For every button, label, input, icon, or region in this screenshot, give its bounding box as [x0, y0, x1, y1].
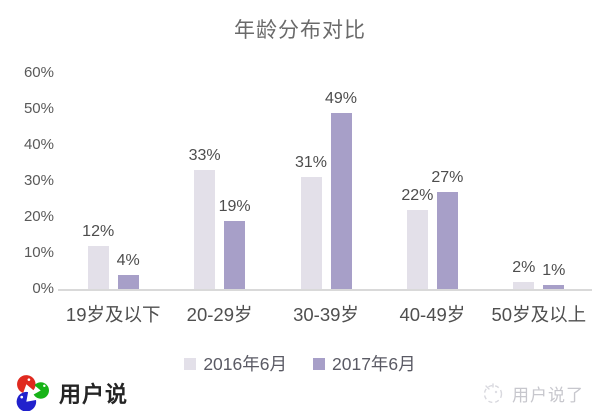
x-axis-category-label: 20-29岁	[186, 304, 253, 325]
bar-value-label: 2%	[512, 258, 536, 276]
brand-logo-text: 用户说	[59, 381, 129, 407]
bar-value-label: 22%	[401, 186, 434, 204]
legend-item-2017年6月: 2017年6月	[313, 351, 416, 376]
legend-item-2016年6月: 2016年6月	[184, 351, 287, 376]
legend-swatch	[313, 357, 325, 370]
bar-2017年6月-19岁及以下	[117, 274, 139, 289]
x-axis-line	[58, 289, 592, 291]
x-axis-category-label: 50岁及以上	[491, 304, 587, 325]
x-axis-category-label: 40-49岁	[399, 304, 466, 325]
y-axis-tick-label: 60%	[23, 64, 54, 81]
bar-2016年6月-40-49岁	[406, 209, 428, 289]
bar-value-label: 12%	[82, 222, 115, 240]
y-axis-tick-label: 0%	[32, 280, 54, 297]
bar-value-label: 33%	[188, 147, 221, 165]
bar-2016年6月-19岁及以下	[87, 245, 109, 289]
x-axis-category-label: 19岁及以下	[65, 304, 161, 325]
legend-label: 2016年6月	[203, 354, 287, 374]
bar-value-label: 19%	[218, 197, 251, 215]
legend-label: 2017年6月	[332, 354, 416, 374]
bar-value-label: 27%	[431, 168, 464, 186]
y-axis-tick-label: 30%	[23, 172, 54, 189]
legend-swatch	[184, 357, 197, 370]
x-axis-category-label: 30-39岁	[293, 304, 359, 325]
bar-2017年6月-20-29岁	[224, 220, 246, 289]
y-axis-tick-label: 10%	[23, 244, 54, 261]
bar-value-label: 31%	[294, 154, 328, 172]
bar-2017年6月-40-49岁	[436, 191, 458, 289]
bar-value-label: 4%	[116, 251, 140, 269]
watermark: 用户说了	[480, 380, 584, 406]
bar-2016年6月-20-29岁	[194, 170, 216, 289]
bar-value-label: 1%	[542, 262, 566, 280]
bar-value-label: 49%	[324, 89, 358, 107]
y-axis-tick-label: 50%	[23, 100, 54, 117]
y-axis-tick-label: 20%	[23, 208, 54, 225]
chart-legend: 2016年6月 2017年6月	[0, 351, 600, 376]
watermark-text: 用户说了	[512, 385, 584, 405]
y-axis-tick-label: 40%	[23, 136, 54, 153]
bar-2017年6月-50岁及以上	[543, 285, 565, 289]
chart-title: 年龄分布对比	[234, 19, 366, 42]
watermark-icon	[480, 380, 506, 406]
brand-logo: 用户说	[14, 374, 129, 412]
bar-2016年6月-50岁及以上	[513, 281, 535, 289]
bar-2016年6月-30-39岁	[300, 177, 322, 289]
brand-logo-icon	[14, 374, 51, 412]
bar-2017年6月-30-39岁	[330, 112, 352, 289]
